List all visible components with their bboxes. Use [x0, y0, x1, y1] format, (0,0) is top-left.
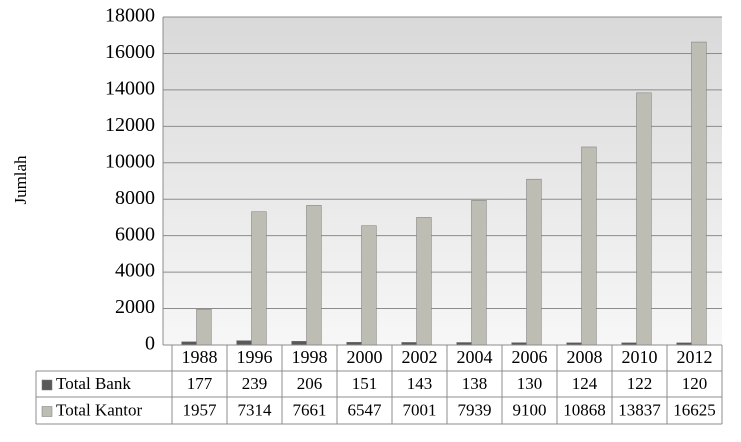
table-value: 7939 — [458, 400, 492, 419]
y-tick-label: 6000 — [115, 223, 155, 245]
table-value: 13837 — [618, 400, 661, 419]
x-tick-label: 2012 — [677, 347, 713, 367]
x-tick-label: 2004 — [457, 347, 493, 367]
bar — [306, 205, 322, 346]
bar — [196, 309, 212, 346]
x-tick-label: 2008 — [567, 347, 603, 367]
bar — [291, 340, 307, 346]
table-value: 122 — [627, 374, 653, 393]
bar — [236, 340, 252, 346]
y-tick-label: 8000 — [115, 187, 155, 209]
bar — [471, 200, 487, 346]
x-tick-label: 1998 — [292, 347, 328, 367]
bar — [636, 92, 652, 346]
x-tick-label: 2000 — [347, 347, 383, 367]
y-tick-label: 4000 — [115, 260, 155, 282]
table-value: 7661 — [293, 400, 327, 419]
table-value: 206 — [297, 374, 323, 393]
bar — [251, 211, 267, 346]
y-tick-label: 18000 — [105, 5, 155, 27]
bar — [691, 41, 707, 346]
y-tick-label: 10000 — [105, 150, 155, 172]
table-value: 120 — [682, 374, 708, 393]
y-axis-label: Jumlah — [11, 155, 30, 205]
table-value: 7001 — [403, 400, 437, 419]
bar — [416, 217, 432, 346]
y-tick-label: 2000 — [115, 296, 155, 318]
table-value: 130 — [517, 374, 543, 393]
x-tick-label: 1996 — [237, 347, 273, 367]
table-value: 124 — [572, 374, 598, 393]
table-value: 151 — [352, 374, 378, 393]
legend-swatch — [41, 379, 53, 391]
x-tick-label: 1988 — [182, 347, 218, 367]
legend-label: Total Kantor — [56, 400, 142, 419]
x-tick-label: 2006 — [512, 347, 548, 367]
table-value: 7314 — [238, 400, 273, 419]
y-tick-label: 0 — [145, 333, 155, 355]
table-value: 143 — [407, 374, 433, 393]
table-value: 10868 — [563, 400, 606, 419]
table-value: 16625 — [673, 400, 716, 419]
table-value: 138 — [462, 374, 488, 393]
y-tick-label: 14000 — [105, 77, 155, 99]
x-tick-label: 2002 — [402, 347, 438, 367]
y-tick-label: 12000 — [105, 114, 155, 136]
bar — [361, 225, 377, 346]
y-tick-label: 16000 — [105, 41, 155, 63]
table-value: 177 — [187, 374, 213, 393]
table-value: 239 — [242, 374, 268, 393]
table-value: 6547 — [348, 400, 383, 419]
table-value: 1957 — [183, 400, 218, 419]
bar — [526, 178, 542, 346]
x-tick-label: 2010 — [622, 347, 658, 367]
legend-swatch — [41, 406, 53, 417]
legend-label: Total Bank — [56, 374, 131, 393]
bar — [581, 146, 597, 346]
table-value: 9100 — [513, 400, 547, 419]
